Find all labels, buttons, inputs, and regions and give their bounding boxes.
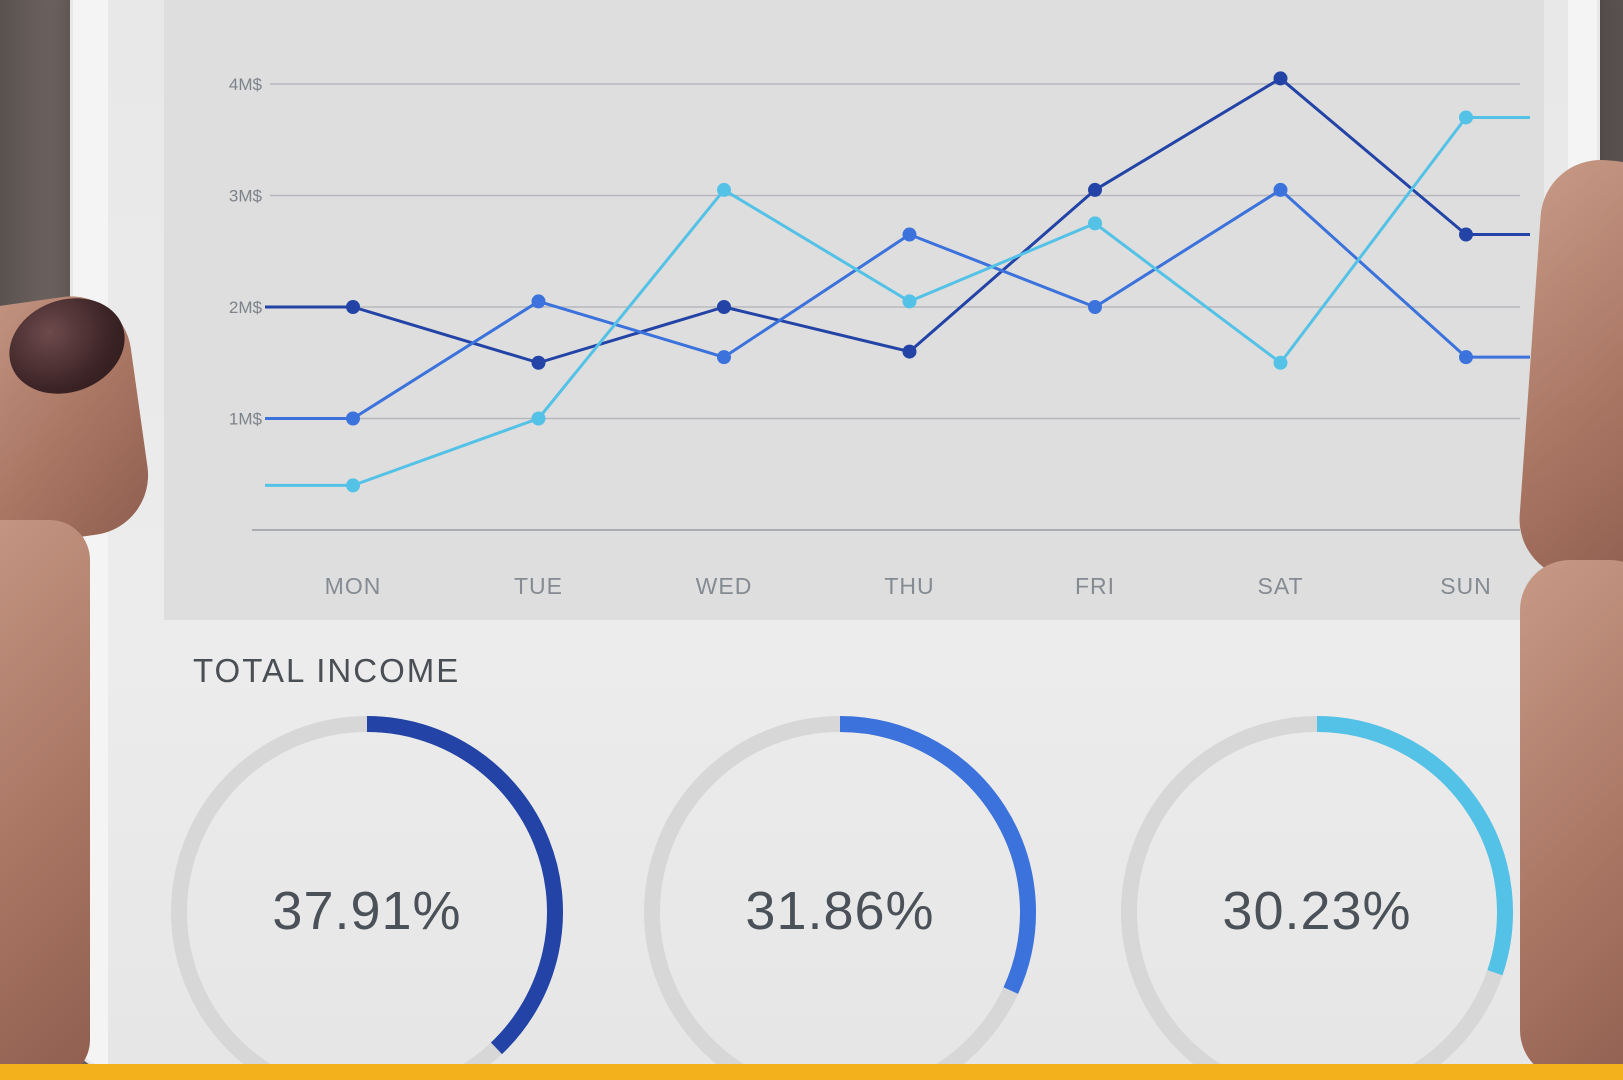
- right-palm: [1520, 560, 1623, 1080]
- left-palm: [0, 520, 90, 1080]
- ring-value-2: 31.86%: [745, 881, 935, 941]
- line-chart-panel: [164, 0, 1544, 620]
- total-income-title: TOTAL INCOME: [193, 652, 461, 689]
- ring-value-1: 37.91%: [272, 881, 462, 941]
- ring-value-3: 30.23%: [1222, 881, 1412, 941]
- footer-accent-bar: [0, 1064, 1623, 1080]
